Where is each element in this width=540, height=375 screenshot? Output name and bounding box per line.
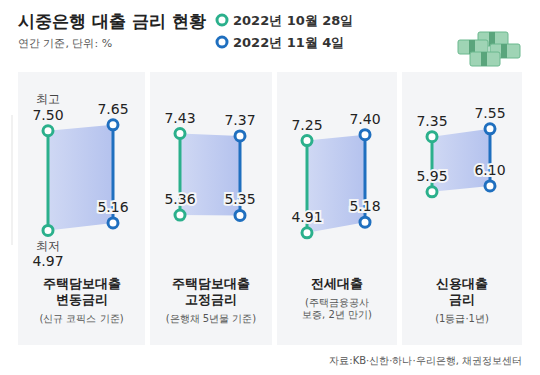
low-label: 5.35 (224, 191, 255, 207)
source: 자료:KB·신한·하나·우리은행, 채권정보센터 (329, 355, 522, 366)
high-marker (360, 130, 370, 140)
subtitle: 연간 기준, 단위: % (18, 37, 112, 50)
low-marker (235, 210, 245, 220)
chart-root: 시중은행 대출 금리 현황연간 기준, 단위: % 2022년 10월 28일 20… (0, 0, 540, 375)
labels: 7.50최고최저4.97 7.65 5.16 7.43 5.36 7.37 5.35 7.25… (32, 92, 505, 270)
low-label: 5.16 (97, 199, 128, 215)
legend-marker (217, 37, 227, 47)
legend-marker (217, 15, 227, 25)
high-label: 7.35 (416, 113, 447, 129)
icon-band (481, 52, 487, 66)
high-marker (302, 136, 312, 146)
title: 시중은행 대출 금리 현황 (18, 11, 206, 31)
high-marker (485, 124, 495, 134)
low-marker (302, 228, 312, 238)
low-label: 5.95 (416, 168, 447, 184)
high-label: 7.65 (97, 101, 128, 117)
annotation: 최고 (36, 92, 60, 106)
low-marker (485, 181, 495, 191)
icon-band (501, 44, 507, 58)
category-note: (은행채 5년물 기준) (166, 313, 257, 324)
low-marker (43, 225, 53, 235)
low-marker (427, 187, 437, 197)
low-marker (108, 218, 118, 228)
low-marker (360, 217, 370, 227)
low-marker (175, 210, 185, 220)
range-line (47, 131, 50, 231)
category-note: (주택금융공사보증, 2년 만기) (302, 297, 372, 320)
high-label: 7.40 (349, 111, 380, 127)
high-marker (175, 129, 185, 139)
low-label: 5.36 (164, 191, 195, 207)
category-note: (1등급·1년) (435, 313, 489, 324)
chart-svg: 시중은행 대출 금리 현황연간 기준, 단위: % 2022년 10월 28일 20… (0, 0, 540, 375)
high-marker (235, 131, 245, 141)
legend-label: 2022년 10월 28일 (233, 13, 353, 28)
panel (277, 72, 397, 345)
legend-label: 2022년 11월 4일 (233, 35, 344, 50)
high-label: 7.25 (291, 117, 322, 133)
money-icon (458, 32, 520, 66)
high-label: 7.43 (164, 110, 195, 126)
value-axis (12, 115, 13, 245)
category-label: 주택담보대출고정금리 (172, 276, 250, 307)
category-label: 전세대출 (311, 276, 363, 291)
low-label: 5.18 (349, 198, 380, 214)
low-label: 4.97 (32, 253, 63, 269)
annotation: 최저 (36, 239, 60, 253)
category-note: (신규 코픽스 기준) (39, 313, 123, 324)
high-marker (427, 132, 437, 142)
panel (402, 72, 522, 345)
icon-bill (470, 52, 500, 66)
category-label: 주택담보대출변동금리 (43, 276, 121, 307)
high-marker (43, 126, 53, 136)
plot-area (43, 120, 495, 238)
category-label: 신용대출금리 (436, 276, 488, 307)
high-label: 7.37 (224, 112, 255, 128)
high-label: 7.55 (474, 105, 505, 121)
panel (18, 72, 145, 345)
low-label: 6.10 (474, 162, 505, 178)
high-label: 7.50 (32, 107, 63, 123)
panel (150, 72, 272, 345)
low-label: 4.91 (291, 209, 322, 225)
high-marker (108, 120, 118, 130)
